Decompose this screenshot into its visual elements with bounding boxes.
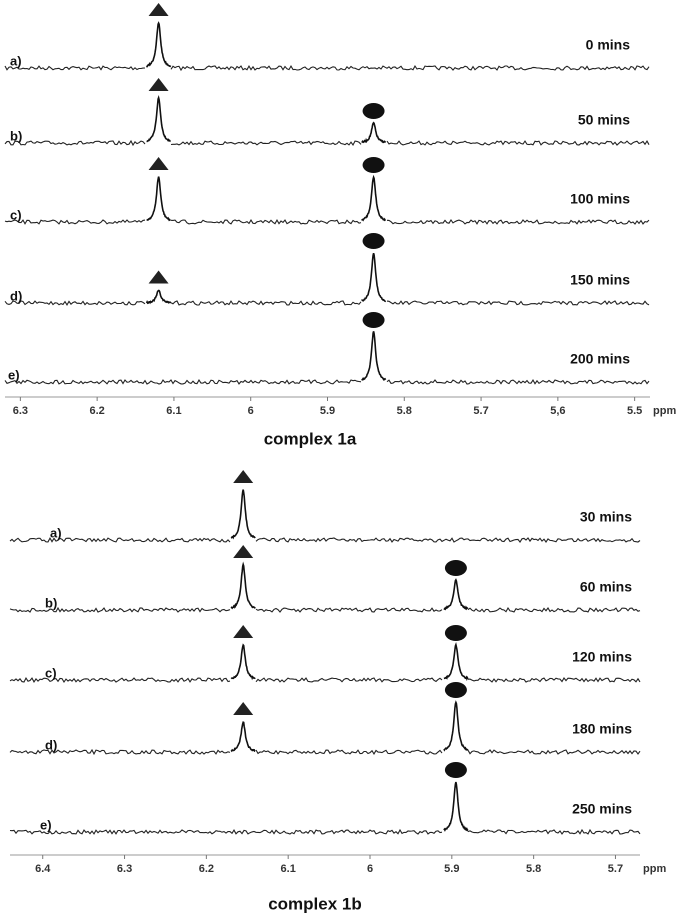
peak-marker-triangle: [148, 157, 169, 170]
trace-time: 150 mins: [570, 272, 630, 288]
trace-time: 60 mins: [580, 579, 632, 595]
spectrum-baseline: [9, 748, 641, 756]
caption: complex 1b: [268, 894, 362, 913]
peak-marker-circle: [362, 312, 385, 328]
x-tick-label: 5.7: [473, 405, 488, 417]
peak-marker-circle: [362, 157, 385, 173]
trace-label: e): [40, 817, 52, 832]
peak-marker-triangle: [148, 78, 169, 91]
peak: [230, 643, 256, 681]
peak: [443, 700, 469, 752]
x-tick-label: 6.4: [35, 863, 51, 875]
x-tick-label: 5.8: [397, 405, 412, 417]
x-tick-label: 5.7: [608, 863, 623, 875]
x-tick-label: 6: [367, 863, 373, 875]
peak-marker-circle: [444, 682, 467, 698]
peak: [443, 578, 469, 611]
x-tick-label: 5.5: [627, 405, 642, 417]
spectrum-baseline: [9, 606, 641, 613]
spectrum-baseline: [9, 828, 641, 835]
trace-time: 250 mins: [572, 801, 632, 817]
x-axis-label: ppm: [653, 405, 676, 417]
caption: complex 1a: [264, 429, 357, 448]
trace-label: b): [45, 595, 57, 610]
x-tick-label: 5.8: [526, 863, 541, 875]
peak-marker-circle: [444, 560, 467, 576]
peak-marker-triangle: [148, 3, 169, 16]
peak: [230, 489, 256, 540]
trace-time: 200 mins: [570, 351, 630, 367]
trace-time: 180 mins: [572, 721, 632, 737]
trace-time: 30 mins: [580, 509, 632, 525]
x-tick-label: 6: [248, 405, 254, 417]
peak: [145, 21, 172, 68]
peak-marker-triangle: [233, 702, 254, 715]
peak: [145, 289, 172, 305]
peak: [443, 781, 469, 832]
spectrum-baseline: [9, 536, 641, 543]
peak: [443, 641, 469, 682]
peak-marker-circle: [362, 233, 385, 249]
peak: [361, 174, 387, 222]
peak-marker-circle: [362, 103, 385, 119]
x-tick-label: 6.2: [199, 863, 214, 875]
trace-label: c): [10, 207, 22, 222]
x-tick-label: 6.1: [166, 405, 181, 417]
spectrum-baseline: [4, 139, 650, 147]
peak: [361, 331, 387, 381]
spectrum-baseline: [4, 379, 650, 385]
x-tick-label: 6.2: [89, 405, 104, 417]
peak: [146, 176, 171, 222]
peak: [361, 121, 387, 144]
spectrum-baseline: [9, 677, 641, 684]
trace-time: 100 mins: [570, 191, 630, 207]
peak: [361, 252, 387, 303]
x-tick-label: 6.3: [117, 863, 132, 875]
peak-marker-triangle: [233, 470, 254, 483]
trace-time: 120 mins: [572, 649, 632, 665]
spectrum-baseline: [4, 218, 650, 225]
peak: [230, 721, 256, 753]
trace-label: a): [50, 525, 62, 540]
peak: [230, 561, 256, 610]
x-tick-label: 5.9: [320, 405, 335, 417]
trace-label: e): [8, 367, 20, 382]
trace-label: d): [45, 737, 57, 752]
trace-label: d): [10, 288, 22, 303]
x-tick-label: 6.1: [281, 863, 296, 875]
peak-marker-circle: [444, 762, 467, 778]
trace-time: 50 mins: [578, 112, 630, 128]
trace-label: a): [10, 53, 22, 68]
peak-marker-triangle: [148, 270, 169, 284]
peak: [146, 94, 171, 143]
x-axis-label: ppm: [643, 863, 666, 875]
x-tick-label: 6.3: [13, 405, 28, 417]
peak-marker-triangle: [233, 625, 254, 638]
x-tick-label: 5,6: [550, 405, 565, 417]
spectrum-baseline: [4, 300, 650, 306]
trace-time: 0 mins: [586, 37, 631, 53]
spectrum-baseline: [4, 64, 650, 72]
trace-label: c): [45, 665, 57, 680]
x-tick-label: 5.9: [444, 863, 459, 875]
peak-marker-circle: [444, 625, 467, 641]
trace-label: b): [10, 128, 22, 143]
peak-marker-triangle: [233, 545, 254, 558]
